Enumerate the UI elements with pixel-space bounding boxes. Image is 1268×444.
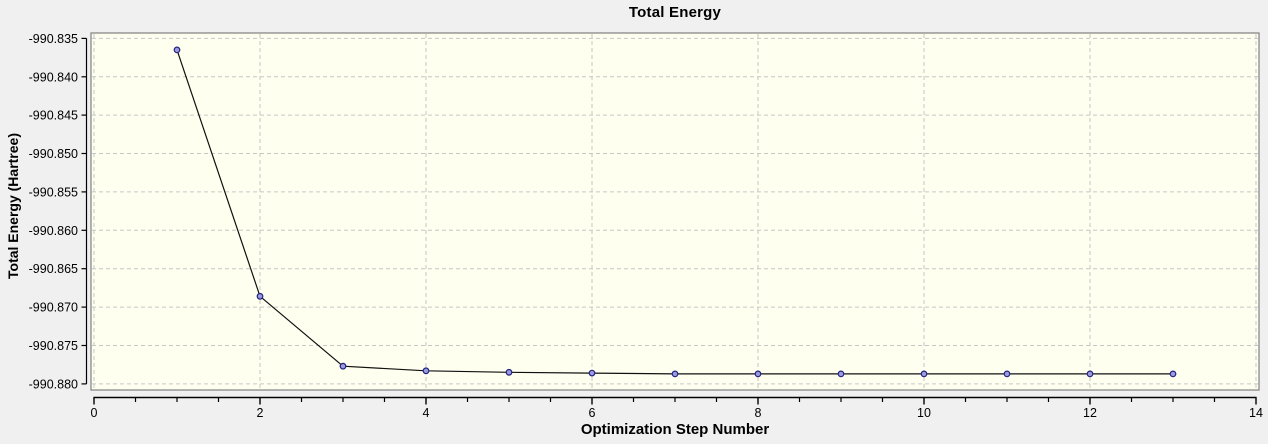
y-axis [81,37,88,385]
data-points[interactable] [173,46,1177,378]
data-point[interactable] [754,370,762,378]
x-tick-label: 10 [917,406,931,420]
x-tick-label: 14 [1249,406,1263,420]
data-point[interactable] [1003,370,1011,378]
chart-title: Total Energy [628,4,722,21]
data-point[interactable] [256,292,264,300]
x-tick-labels: 0 2 4 6 8 10 12 14 [91,406,1263,420]
y-tick-label: -990.845 [29,109,78,123]
x-tick-label: 0 [91,406,98,420]
x-axis [93,396,1257,405]
data-point[interactable] [339,362,347,370]
x-tick-label: 2 [257,406,264,420]
x-tick-label: 12 [1083,406,1097,420]
y-tick-label: -990.875 [29,339,78,353]
data-point[interactable] [1086,370,1094,378]
y-tick-label: -990.870 [29,301,78,315]
data-point[interactable] [173,46,181,54]
data-point[interactable] [837,370,845,378]
data-point[interactable] [422,367,430,375]
data-point[interactable] [920,370,928,378]
data-point[interactable] [588,369,596,377]
x-tick-label: 6 [589,406,596,420]
y-tick-label: -990.835 [29,32,78,46]
data-point[interactable] [671,370,679,378]
y-tick-label: -990.880 [29,377,78,391]
gridlines [92,34,1258,389]
data-point[interactable] [505,368,513,376]
y-tick-label: -990.840 [29,70,78,84]
y-tick-label: -990.850 [29,147,78,161]
y-tick-label: -990.855 [29,185,78,199]
y-tick-label: -990.860 [29,224,78,238]
x-axis-label: Optimization Step Number [580,421,770,438]
plot-background [90,32,1260,391]
y-tick-labels: -990.835 -990.840 -990.845 -990.850 -990.855… [29,32,78,391]
x-tick-label: 4 [423,406,430,420]
x-tick-label: 8 [755,406,762,420]
y-tick-label: -990.865 [29,262,78,276]
data-point[interactable] [1169,370,1177,378]
